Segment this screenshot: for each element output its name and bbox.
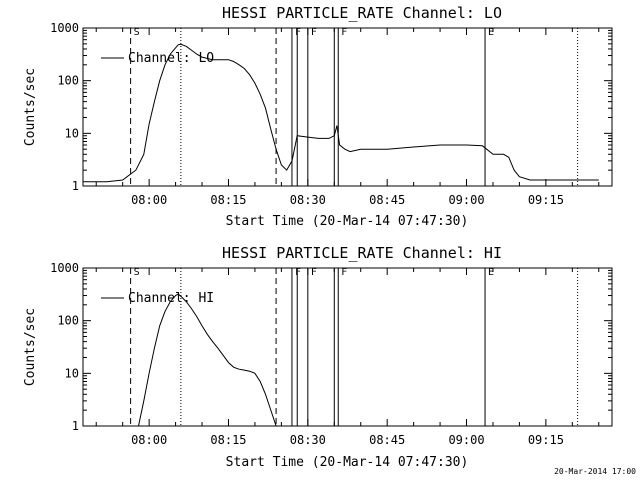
plot-frame — [82, 27, 613, 187]
y-axis-label: Counts/sec — [23, 308, 38, 386]
x-axis-label: Start Time (20-Mar-14 07:47:30) — [226, 214, 469, 229]
y-tick-label: 100 — [57, 314, 79, 328]
chart-panel-lo: HESSI PARTICLE_RATE Channel: LO Start Ti… — [23, 4, 613, 229]
y-tick-label: 1 — [72, 419, 79, 433]
chart-panel-hi: HESSI PARTICLE_RATE Channel: HI Start Ti… — [23, 244, 613, 470]
x-tick-label: 08:15 — [210, 433, 246, 447]
x-tick-label: 09:15 — [528, 193, 564, 207]
axes-group: 08:00 08:15 08:30 08:45 09:00 09:15 1 10 100 1000 — [50, 21, 613, 207]
event-marker-label: F — [311, 27, 317, 38]
y-tick-label: 100 — [57, 74, 79, 88]
y-tick-label: 10 — [65, 366, 79, 380]
event-marker-label: F — [311, 267, 317, 278]
chart-title: HESSI PARTICLE_RATE Channel: HI — [222, 244, 502, 262]
y-tick-label: 10 — [65, 126, 79, 140]
event-marker-label: F — [295, 267, 301, 278]
event-marker-label: F — [295, 27, 301, 38]
series-group — [138, 293, 277, 427]
x-axis-label: Start Time (20-Mar-14 07:47:30) — [226, 455, 469, 470]
y-tick-label: 1000 — [50, 21, 79, 35]
series-line — [138, 293, 277, 427]
series-group — [83, 43, 599, 183]
x-tick-label: 08:30 — [290, 193, 326, 207]
event-marker-label: E — [488, 267, 494, 278]
event-marker-label: F — [341, 267, 347, 278]
legend-label: Channel: HI — [128, 291, 214, 306]
legend-label: Channel: LO — [128, 51, 214, 66]
x-tick-label: 09:00 — [448, 193, 484, 207]
y-tick-label: 1000 — [50, 261, 79, 275]
y-tick-label: 1 — [72, 179, 79, 193]
x-tick-label: 08:45 — [369, 193, 405, 207]
event-marker-label: E — [488, 27, 494, 38]
x-tick-label: 08:30 — [290, 433, 326, 447]
event-marker-label: S — [134, 27, 140, 38]
event-marker-label: S — [134, 267, 140, 278]
x-tick-label: 09:00 — [448, 433, 484, 447]
y-axis-label: Counts/sec — [23, 68, 38, 146]
x-tick-label: 08:00 — [131, 193, 167, 207]
event-marker-label: F — [341, 27, 347, 38]
x-tick-label: 08:00 — [131, 433, 167, 447]
axes-group: 08:00 08:15 08:30 08:45 09:00 09:15 1 10 100 1000 — [50, 261, 613, 447]
chart-title: HESSI PARTICLE_RATE Channel: LO — [222, 4, 502, 22]
plot-frame — [82, 267, 613, 427]
x-tick-label: 08:45 — [369, 433, 405, 447]
series-line — [83, 43, 599, 183]
footer-timestamp: 20-Mar-2014 17:00 — [554, 467, 636, 476]
x-tick-label: 08:15 — [210, 193, 246, 207]
x-tick-label: 09:15 — [528, 433, 564, 447]
